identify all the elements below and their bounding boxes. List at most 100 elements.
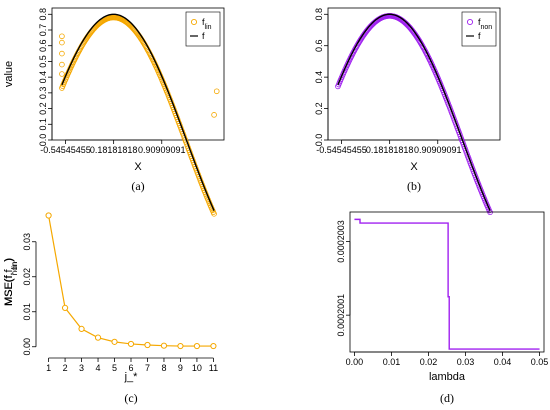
x-tick-label: 9 — [178, 363, 183, 373]
x-tick-label: 8 — [161, 363, 166, 373]
x-tick-label: 2 — [63, 363, 68, 373]
x-tick-label: -0.54545455 — [40, 145, 91, 155]
caption: (a) — [131, 179, 144, 193]
data-point — [59, 61, 65, 68]
y-tick-label: 0.0 — [38, 134, 48, 147]
x-tick-label: 3 — [79, 363, 84, 373]
true-function-line — [337, 13, 491, 211]
y-tick-label: 0.4 — [314, 71, 324, 84]
y-tick-label: 0.03 — [22, 233, 32, 251]
panel-a: -0.54545455 0.18181818 0.90909091 0.0 0.1 0.2… — [3, 7, 225, 217]
x-tick-label: -0.54545455 — [316, 145, 367, 155]
y-tick-label: 0.00 — [22, 338, 32, 356]
data-point — [111, 338, 118, 345]
data-point — [59, 39, 65, 46]
y-axis-label-end: ) — [3, 258, 15, 262]
data-point — [59, 33, 65, 40]
data-point — [59, 50, 65, 57]
x-tick-label: 0.90909091 — [414, 145, 462, 155]
data-point — [211, 112, 217, 118]
x-tick-label: 11 — [209, 363, 218, 373]
x-tick-label: 0.02 — [420, 357, 438, 367]
y-tick-label: 0.02 — [22, 268, 32, 286]
x-tick-label: 10 — [192, 363, 202, 373]
series-line — [47, 215, 214, 347]
data-point — [193, 342, 201, 350]
y-axis-label: MSE(f,flin) — [3, 258, 19, 306]
legend-entry: flin — [202, 17, 212, 31]
x-tick-label: 0.05 — [531, 357, 549, 367]
legend-label: f — [478, 17, 481, 27]
caption: (d) — [440, 391, 454, 405]
x-tick-label: 0.00 — [346, 357, 364, 367]
data-point — [94, 334, 102, 341]
panel-c: 1 2 3 4 5 6 7 8 9 10 11 0.00 0.01 0.02 0.03 j_* MSE(f,fl… — [3, 212, 218, 405]
x-axis-label: lambda — [429, 371, 466, 383]
legend-entry: f — [478, 31, 481, 41]
x-tick-label: 0.04 — [494, 357, 512, 367]
x-tick-label: 0.01 — [383, 357, 401, 367]
legend-point-icon — [190, 18, 198, 26]
data-point — [213, 88, 220, 95]
y-tick-label: 0.2 — [314, 102, 324, 115]
legend-label-sub: non — [481, 24, 493, 31]
legend-label-sub: lin — [205, 24, 212, 31]
true-function-line — [61, 13, 215, 211]
legend-label: f — [202, 17, 205, 27]
legend-box — [461, 11, 497, 47]
legend-point-icon — [466, 18, 474, 26]
y-tick-label: 0.6 — [38, 39, 48, 52]
x-tick-label: 7 — [145, 363, 150, 373]
y-axis-label-main: MSE(f,f — [3, 269, 15, 307]
data-point — [211, 211, 217, 217]
legend-label: f — [478, 31, 481, 41]
data-point — [59, 71, 65, 77]
x-tick-label: 0.90909091 — [138, 145, 186, 155]
y-tick-label: 0.3 — [38, 87, 48, 100]
y-axis-label-sub: lin — [10, 261, 19, 269]
y-tick-label: 0.0002003 — [336, 220, 346, 263]
data-point — [45, 212, 52, 219]
y-tick-label: 0.6 — [314, 39, 324, 52]
x-axis-label: j_* — [124, 371, 139, 383]
x-axis-label: X — [134, 161, 142, 173]
x-tick-label: 1 — [46, 363, 51, 373]
legend-entry: f — [202, 31, 205, 41]
data-point — [78, 325, 85, 332]
y-axis-label-end: ) — [3, 258, 15, 262]
x-tick-label: 5 — [112, 363, 117, 373]
x-tick-label: 0.18181818 — [366, 145, 414, 155]
legend-label: f — [202, 31, 205, 41]
y-axis-label: MSE(fnon) — [3, 258, 19, 306]
data-point — [144, 341, 151, 349]
y-tick-label: 0.01 — [22, 303, 32, 321]
x-tick-label: 0.03 — [457, 357, 475, 367]
data-point — [210, 342, 217, 350]
panel-d: 0.00 0.01 0.02 0.03 0.04 0.05 0.0002001 0.00020… — [3, 211, 549, 405]
y-tick-label: 0.2 — [38, 102, 48, 115]
y-tick-label: 0.1 — [38, 118, 48, 131]
data-point — [61, 304, 69, 311]
y-tick-label: 0.0002001 — [336, 294, 346, 337]
y-axis-label-main: value — [3, 61, 15, 87]
caption: (c) — [124, 391, 137, 405]
legend-box — [185, 11, 221, 47]
plot-frame — [349, 211, 545, 353]
data-point — [127, 340, 135, 348]
caption: (b) — [407, 179, 421, 193]
y-tick-label: 0.5 — [38, 55, 48, 68]
x-axis-label: X — [410, 161, 418, 173]
data-point — [177, 342, 184, 350]
y-axis-label-sub: non — [10, 262, 19, 275]
y-tick-label: 0.7 — [38, 24, 48, 37]
y-tick-label: 0.8 — [314, 8, 324, 21]
x-tick-label: 4 — [96, 363, 101, 373]
y-axis-label-main: MSE(f — [3, 274, 15, 306]
data-point — [160, 342, 168, 349]
y-tick-label: 0.0 — [314, 134, 324, 147]
x-tick-label: 0.18181818 — [90, 145, 138, 155]
y-tick-label: 0.4 — [38, 71, 48, 84]
